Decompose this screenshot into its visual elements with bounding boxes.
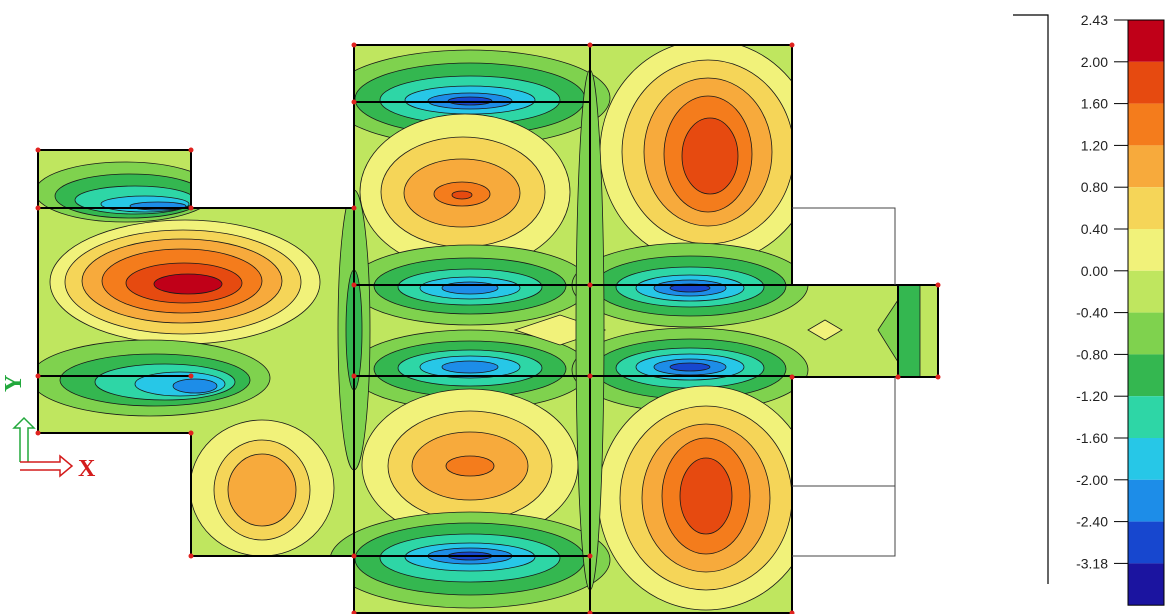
contour-band xyxy=(227,453,297,527)
node-points xyxy=(35,42,941,614)
contour-band xyxy=(669,362,711,372)
contour-band xyxy=(681,117,739,195)
legend-swatch xyxy=(1128,187,1164,229)
legend-swatch xyxy=(1128,103,1164,146)
legend-tick-label: -2.40 xyxy=(1076,514,1108,530)
contour-band xyxy=(441,281,499,295)
x-axis-label: X xyxy=(78,456,96,482)
legend-tick-label: 2.00 xyxy=(1081,54,1108,70)
legend-tick-label: -1.20 xyxy=(1076,388,1108,404)
legend-swatch xyxy=(1128,354,1164,397)
legend-tick-label: 0.40 xyxy=(1081,221,1108,237)
legend-tick-label: -2.00 xyxy=(1076,472,1108,488)
contour-band xyxy=(172,378,218,394)
legend-swatch xyxy=(1128,61,1164,104)
legend: 2.43 2.00 1.60 1.20 0.80 0.40 0.00 -0.40 -0.80 -1… xyxy=(1013,12,1165,606)
contour-band xyxy=(807,319,843,341)
legend-swatch xyxy=(1128,521,1164,564)
legend-swatch xyxy=(1128,479,1164,522)
contour-band xyxy=(897,284,921,378)
legend-tick-label: 1.20 xyxy=(1081,137,1108,153)
legend-swatch xyxy=(1128,563,1164,606)
legend-swatch xyxy=(1128,438,1164,480)
contour-band xyxy=(441,360,499,374)
legend-swatch xyxy=(1128,270,1164,313)
contour-band xyxy=(679,457,733,535)
legend-swatch xyxy=(1128,20,1164,62)
legend-bracket xyxy=(1013,14,1049,584)
x-axis-arrow xyxy=(20,454,74,478)
legend-tick-label: -3.18 xyxy=(1076,555,1108,571)
legend-tick-label: -1.60 xyxy=(1076,430,1108,446)
legend-tick-label: -0.80 xyxy=(1076,346,1108,362)
legend-swatch xyxy=(1128,396,1164,438)
legend-tick-label: 0.00 xyxy=(1081,263,1108,279)
frame-lines xyxy=(792,207,896,557)
legend-tick-label: 0.80 xyxy=(1081,179,1108,195)
legend-swatch xyxy=(1128,229,1164,271)
contour-band xyxy=(153,273,223,295)
legend-swatch xyxy=(1128,145,1164,188)
y-axis-label: Y xyxy=(1,375,27,392)
y-axis-arrow xyxy=(12,416,36,462)
legend-tick-label: 1.60 xyxy=(1081,96,1108,112)
legend-swatch xyxy=(1128,312,1164,355)
axis-indicator: Y X xyxy=(1,375,96,482)
contour-band xyxy=(445,455,495,477)
legend-tick-label: 2.43 xyxy=(1081,12,1108,28)
contour-band xyxy=(451,190,473,200)
legend-tick-label: -0.40 xyxy=(1076,305,1108,321)
